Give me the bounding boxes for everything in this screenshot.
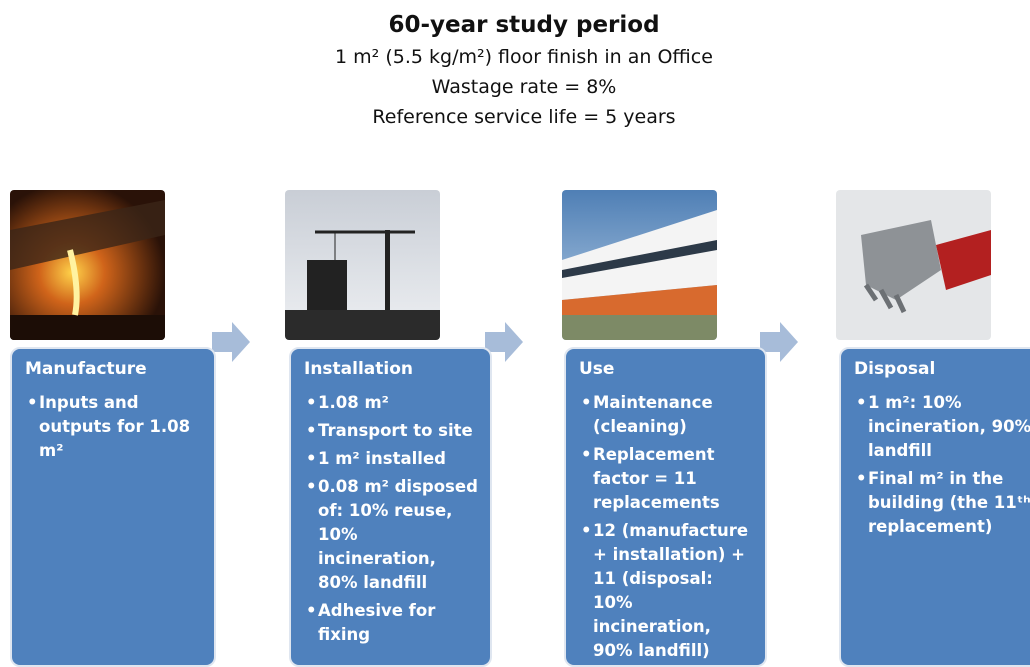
- arrow: [485, 322, 523, 362]
- bullet: Transport to site: [304, 419, 480, 443]
- bullet-list: 1.08 m² Transport to site 1 m² installed 0.…: [304, 391, 480, 647]
- bullet: 1 m²: 10% incineration, 90% landfill: [854, 391, 1030, 463]
- stage-box: Use Maintenance (cleaning)Replacement fac…: [564, 347, 767, 667]
- page: 60-year study period 1 m² (5.5 kg/m²) fl…: [0, 0, 1030, 648]
- bullet-list: Inputs and outputs for 1.08 m²: [25, 391, 204, 463]
- stage-box: Manufacture Inputs and outputs for 1.08 m…: [10, 347, 216, 667]
- bullet: Inputs and outputs for 1.08 m²: [25, 391, 204, 463]
- use-photo: [562, 190, 717, 340]
- bullet-list: Maintenance (cleaning)Replacement factor…: [579, 391, 755, 663]
- stage-title: Manufacture: [25, 359, 147, 379]
- bullet: Adhesive for fixing: [304, 599, 480, 647]
- bullet: 0.08 m² disposed of: 10% reuse, 10% inci…: [304, 475, 480, 595]
- bullet-list: 1 m²: 10% incineration, 90% landfillFina…: [854, 391, 1030, 539]
- bullet: 1.08 m²: [304, 391, 480, 415]
- header: 60-year study period 1 m² (5.5 kg/m²) fl…: [0, 8, 1030, 132]
- stage-title: Use: [579, 359, 615, 379]
- title: 60-year study period: [388, 12, 660, 38]
- arrow: [760, 322, 798, 362]
- installation-photo: [285, 190, 440, 340]
- subtitle: Reference service life = 5 years: [372, 106, 676, 128]
- bullet: Replacement factor = 11 replacements: [579, 443, 755, 515]
- bullet: Final m² in the building (the 11ᵗʰ repla…: [854, 467, 1030, 539]
- arrow: [212, 322, 250, 362]
- bullet: Maintenance (cleaning): [579, 391, 755, 439]
- subtitle: 1 m² (5.5 kg/m²) floor finish in an Offi…: [335, 46, 713, 68]
- bullet: 1 m² installed: [304, 447, 480, 471]
- subtitle: Wastage rate = 8%: [431, 76, 617, 98]
- stage-box: Disposal 1 m²: 10% incineration, 90% land…: [839, 347, 1030, 667]
- bullet: 12 (manufacture + installation) + 11 (di…: [579, 519, 755, 663]
- manufacture-photo: [10, 190, 165, 340]
- stage-title: Disposal: [854, 359, 936, 379]
- disposal-photo: [836, 190, 991, 340]
- stage-title: Installation: [304, 359, 414, 379]
- stage-box: Installation 1.08 m² Transport to site 1 m²…: [289, 347, 492, 667]
